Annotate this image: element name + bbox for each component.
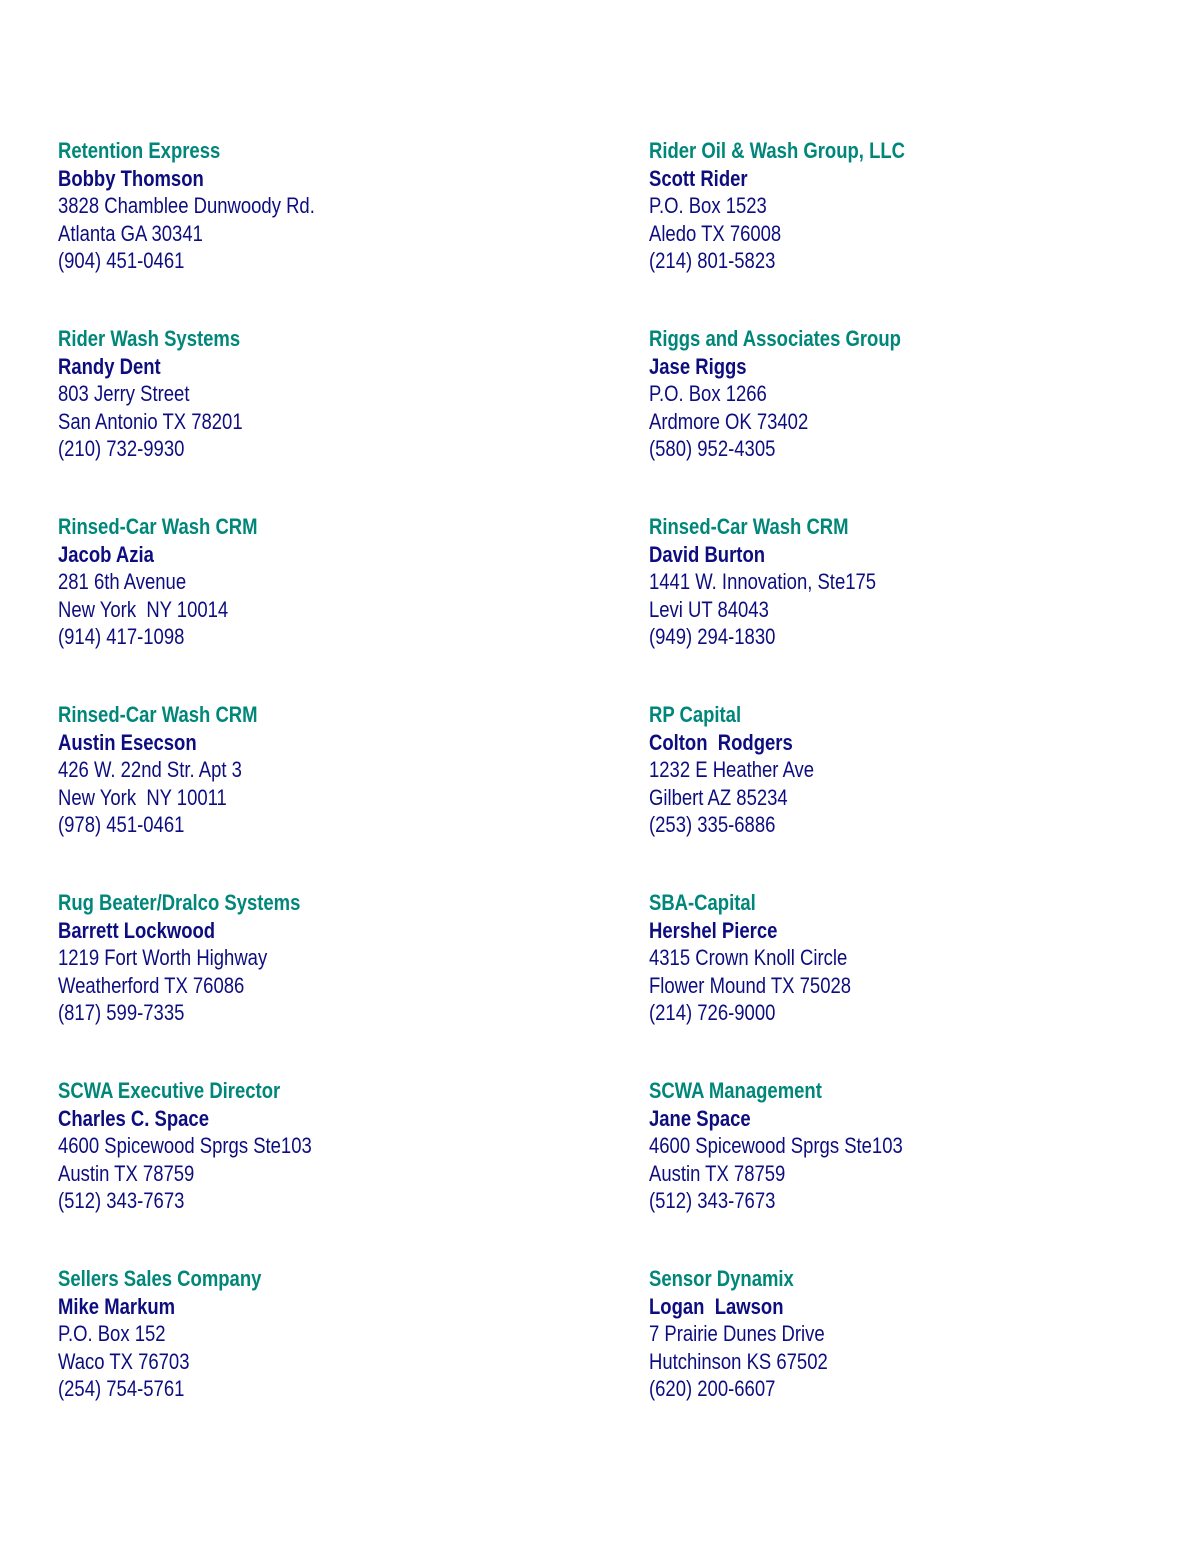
- contact-name: Jane Space: [649, 1105, 751, 1131]
- phone-number: (580) 952-4305: [649, 436, 776, 461]
- contact-name: Jase Riggs: [649, 353, 747, 379]
- contact-name: Jacob Azia: [58, 541, 154, 567]
- company-name: Retention Express: [58, 138, 221, 163]
- company-name: Riggs and Associates Group: [649, 326, 901, 351]
- contact-entry: Rinsed-Car Wash CRM Jacob Azia 281 6th Ave…: [58, 513, 364, 701]
- phone-number: (253) 335-6886: [649, 812, 776, 837]
- contact-name: Scott Rider: [649, 165, 748, 191]
- contact-name: Randy Dent: [58, 353, 161, 379]
- city-state-zip: Flower Mound TX 75028: [649, 972, 852, 998]
- company-name: SCWA Management: [649, 1078, 822, 1103]
- company-name: SCWA Executive Director: [58, 1078, 281, 1103]
- city-state-zip: Waco TX 76703: [58, 1348, 190, 1374]
- company-name: Rinsed-Car Wash CRM: [649, 514, 849, 539]
- phone-number: (214) 726-9000: [649, 1000, 776, 1025]
- company-name: Rider Wash Systems: [58, 326, 241, 351]
- contact-entry: Sensor Dynamix Logan Lawson 7 Prairie Dune…: [649, 1265, 954, 1453]
- company-name: Rug Beater/Dralco Systems: [58, 890, 301, 915]
- contact-name: Hershel Pierce: [649, 917, 778, 943]
- street-address: 4600 Spicewood Sprgs Ste103: [58, 1133, 312, 1158]
- contact-name: David Burton: [649, 541, 766, 567]
- street-address: 1232 E Heather Ave: [649, 757, 815, 782]
- directory-column-left: Retention Express Bobby Thomson 3828 Chamb…: [58, 137, 364, 1453]
- contact-name: Bobby Thomson: [58, 165, 204, 191]
- phone-number: (210) 732-9930: [58, 436, 185, 461]
- phone-number: (620) 200-6607: [649, 1376, 776, 1401]
- city-state-zip: Hutchinson KS 67502: [649, 1348, 828, 1374]
- phone-number: (978) 451-0461: [58, 812, 185, 837]
- contact-entry: SBA-Capital Hershel Pierce 4315 Crown Knol…: [649, 889, 954, 1077]
- city-state-zip: Gilbert AZ 85234: [649, 784, 788, 810]
- city-state-zip: Ardmore OK 73402: [649, 408, 809, 434]
- phone-number: (512) 343-7673: [58, 1188, 185, 1213]
- city-state-zip: Austin TX 78759: [58, 1160, 195, 1186]
- contact-name: Mike Markum: [58, 1293, 176, 1319]
- city-state-zip: New York NY 10011: [58, 784, 227, 810]
- phone-number: (214) 801-5823: [649, 248, 776, 273]
- contact-name: Austin Esecson: [58, 729, 197, 755]
- contact-name: Charles C. Space: [58, 1105, 209, 1131]
- city-state-zip: San Antonio TX 78201: [58, 408, 243, 434]
- street-address: 4315 Crown Knoll Circle: [649, 945, 848, 970]
- company-name: Rinsed-Car Wash CRM: [58, 702, 258, 727]
- company-name: SBA-Capital: [649, 890, 756, 915]
- street-address: 3828 Chamblee Dunwoody Rd.: [58, 193, 315, 218]
- contact-entry: SCWA Management Jane Space 4600 Spicewood …: [649, 1077, 954, 1265]
- company-name: Sellers Sales Company: [58, 1266, 262, 1291]
- contact-entry: RP Capital Colton Rodgers 1232 E Heather A…: [649, 701, 954, 889]
- phone-number: (512) 343-7673: [649, 1188, 776, 1213]
- street-address: 281 6th Avenue: [58, 569, 187, 594]
- contact-entry: Rinsed-Car Wash CRM David Burton 1441 W. I…: [649, 513, 954, 701]
- contact-entry: Rug Beater/Dralco Systems Barrett Lockwoo…: [58, 889, 364, 1077]
- street-address: P.O. Box 1523: [649, 193, 767, 218]
- city-state-zip: New York NY 10014: [58, 596, 229, 622]
- company-name: Rinsed-Car Wash CRM: [58, 514, 258, 539]
- phone-number: (817) 599-7335: [58, 1000, 185, 1025]
- contact-entry: Rider Wash Systems Randy Dent 803 Jerry St…: [58, 325, 364, 513]
- company-name: RP Capital: [649, 702, 742, 727]
- street-address: 1219 Fort Worth Highway: [58, 945, 268, 970]
- contact-name: Logan Lawson: [649, 1293, 784, 1319]
- street-address: P.O. Box 1266: [649, 381, 767, 406]
- city-state-zip: Austin TX 78759: [649, 1160, 786, 1186]
- directory-column-right: Rider Oil & Wash Group, LLC Scott Rider P.…: [649, 137, 954, 1453]
- contact-name: Colton Rodgers: [649, 729, 793, 755]
- contact-entry: Sellers Sales Company Mike Markum P.O. Box…: [58, 1265, 364, 1453]
- company-name: Sensor Dynamix: [649, 1266, 794, 1291]
- contact-entry: Rinsed-Car Wash CRM Austin Esecson 426 W. …: [58, 701, 364, 889]
- street-address: 1441 W. Innovation, Ste175: [649, 569, 877, 594]
- city-state-zip: Aledo TX 76008: [649, 220, 782, 246]
- city-state-zip: Atlanta GA 30341: [58, 220, 203, 246]
- phone-number: (254) 754-5761: [58, 1376, 185, 1401]
- street-address: P.O. Box 152: [58, 1321, 166, 1346]
- street-address: 803 Jerry Street: [58, 381, 190, 406]
- phone-number: (949) 294-1830: [649, 624, 776, 649]
- city-state-zip: Levi UT 84043: [649, 596, 769, 622]
- contact-entry: SCWA Executive Director Charles C. Space 4…: [58, 1077, 364, 1265]
- contact-entry: Retention Express Bobby Thomson 3828 Chamb…: [58, 137, 364, 325]
- phone-number: (904) 451-0461: [58, 248, 185, 273]
- contact-entry: Riggs and Associates Group Jase Riggs P.O.…: [649, 325, 954, 513]
- company-name: Rider Oil & Wash Group, LLC: [649, 138, 905, 163]
- phone-number: (914) 417-1098: [58, 624, 185, 649]
- street-address: 4600 Spicewood Sprgs Ste103: [649, 1133, 903, 1158]
- contact-name: Barrett Lockwood: [58, 917, 216, 943]
- city-state-zip: Weatherford TX 76086: [58, 972, 245, 998]
- contact-entry: Rider Oil & Wash Group, LLC Scott Rider P.…: [649, 137, 954, 325]
- street-address: 7 Prairie Dunes Drive: [649, 1321, 825, 1346]
- street-address: 426 W. 22nd Str. Apt 3: [58, 757, 242, 782]
